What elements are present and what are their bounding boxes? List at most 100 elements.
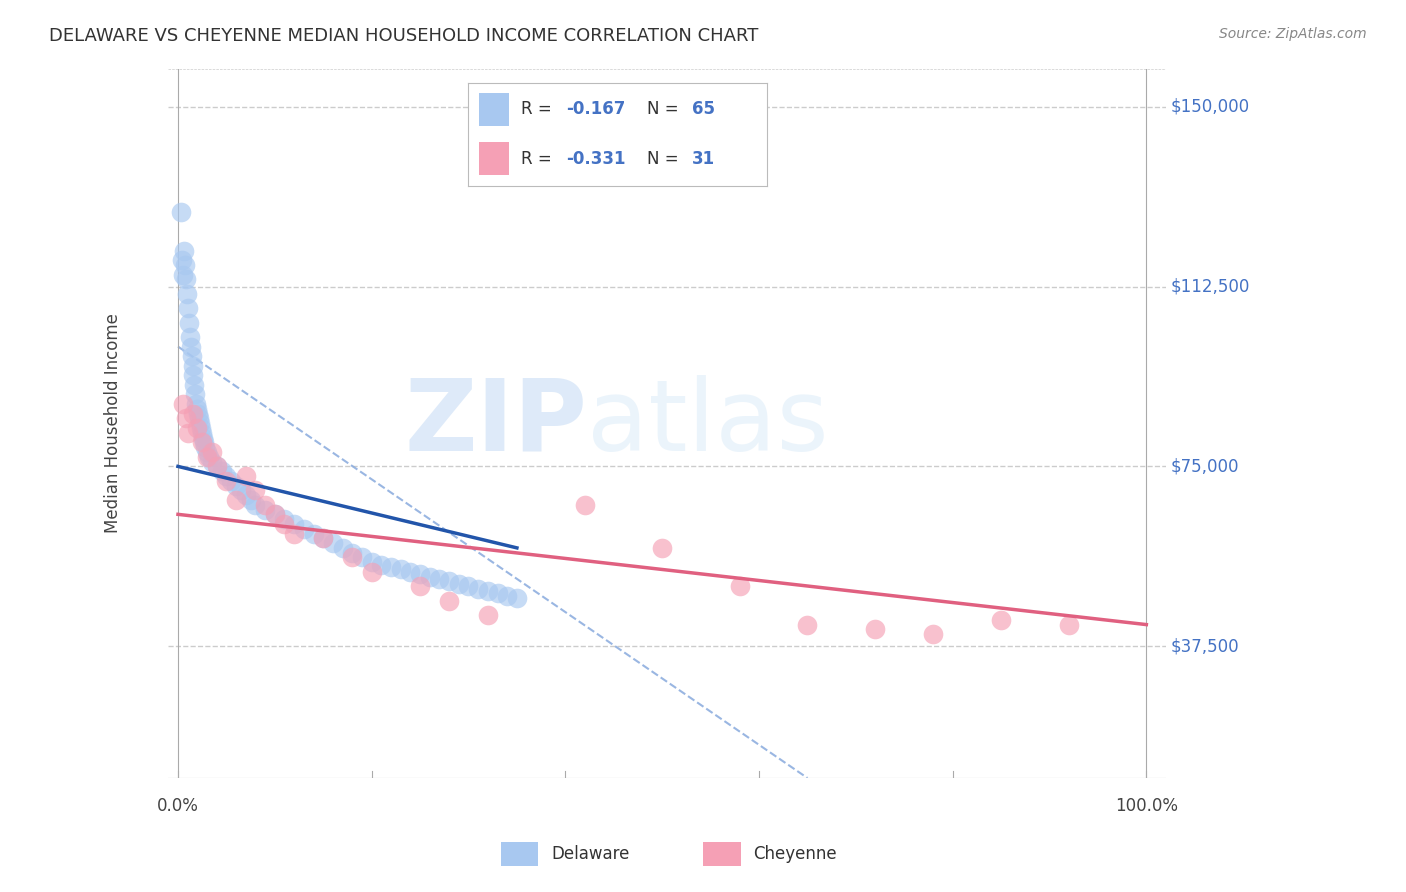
Text: $75,000: $75,000 [1171,458,1239,475]
Point [181,359,204,373]
Point [312,531,335,545]
Point [437,574,460,589]
Point [467,582,489,596]
Point [239,492,262,507]
Text: $37,500: $37,500 [1171,637,1239,655]
Point [173,244,195,258]
Point [201,454,224,468]
Point [254,502,277,516]
Point [194,440,217,454]
Point [188,417,211,431]
Point [215,469,238,483]
Point [419,569,441,583]
Point [235,488,257,502]
Point [201,445,224,459]
Point [183,368,205,383]
Point [350,550,373,565]
Point [447,577,470,591]
Point [235,469,257,483]
Point [225,492,247,507]
Point [254,498,277,512]
Point [190,421,212,435]
Point [409,567,432,582]
Point [922,627,945,641]
Point [176,286,198,301]
Point [360,555,382,569]
Point [399,565,422,579]
Point [477,584,499,599]
Point [863,623,886,637]
Text: atlas: atlas [588,375,830,472]
Point [205,459,228,474]
Point [180,340,202,354]
Text: 100.0%: 100.0% [1115,797,1178,815]
Point [342,546,364,560]
Point [174,411,197,425]
Point [370,558,392,572]
Point [170,253,193,268]
Point [263,508,285,522]
Point [170,205,193,219]
Point [651,541,673,555]
Point [193,435,215,450]
Point [292,522,315,536]
Text: DELAWARE VS CHEYENNE MEDIAN HOUSEHOLD INCOME CORRELATION CHART: DELAWARE VS CHEYENNE MEDIAN HOUSEHOLD IN… [49,27,759,45]
Text: ZIP: ZIP [405,375,588,472]
Point [477,607,499,622]
Point [574,498,596,512]
Point [728,579,751,593]
Point [215,474,238,488]
Point [332,541,354,555]
Bar [501,842,538,866]
Point [225,478,247,492]
Text: Cheyenne: Cheyenne [754,845,837,863]
Point [188,411,211,425]
Point [437,593,460,607]
Point [389,562,412,576]
Point [191,435,214,450]
Point [302,526,325,541]
Point [173,258,195,272]
Point [176,425,198,440]
Text: Delaware: Delaware [551,845,630,863]
Point [180,349,202,363]
Point [184,387,207,401]
Point [283,516,305,531]
Text: Source: ZipAtlas.com: Source: ZipAtlas.com [1219,27,1367,41]
Point [990,613,1012,627]
Point [179,330,201,344]
Point [198,450,221,464]
Point [172,268,194,282]
Point [263,508,285,522]
Point [186,421,208,435]
Bar [703,842,741,866]
Text: $150,000: $150,000 [1171,98,1250,116]
Point [176,301,198,316]
Point [409,579,432,593]
Point [181,407,204,421]
Point [183,378,205,392]
Point [506,591,529,606]
Point [195,445,218,459]
Point [177,316,200,330]
Point [496,589,519,603]
Point [429,572,451,586]
Point [186,397,208,411]
Text: Median Household Income: Median Household Income [104,313,122,533]
Point [1057,617,1080,632]
Point [283,526,305,541]
Point [245,483,267,498]
Point [229,483,252,498]
Point [191,425,214,440]
Point [486,586,509,600]
Point [245,498,267,512]
Point [174,272,197,286]
Point [342,550,364,565]
Point [273,512,295,526]
Point [186,401,208,416]
Point [195,450,218,464]
Point [273,516,295,531]
Text: $112,500: $112,500 [1171,277,1250,295]
Point [191,431,214,445]
Point [187,407,209,421]
